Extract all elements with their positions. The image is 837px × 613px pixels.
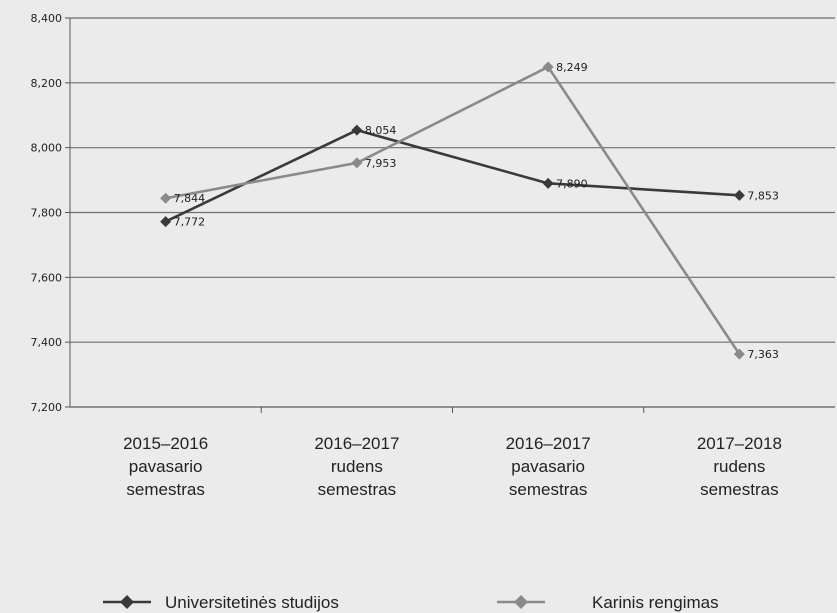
series-markers [160, 61, 745, 359]
x-category-label-line: semestras [126, 480, 204, 499]
legend-label: Karinis rengimas [592, 593, 719, 612]
series-line [166, 67, 740, 354]
data-label: 8,054 [365, 124, 397, 137]
legend-marker-diamond-icon [120, 595, 134, 609]
data-labels: 7,772 8,054 7,890 7,853 7,844 7,953 8,249 7,363 [174, 61, 779, 361]
data-label: 7,890 [556, 177, 588, 190]
series-lines [166, 67, 740, 354]
data-point [160, 216, 171, 227]
data-point [543, 178, 554, 189]
x-category-label-line: rudens [331, 457, 383, 476]
y-tick-label: 8,200 [31, 77, 63, 90]
data-label: 7,772 [174, 216, 206, 229]
series-line [166, 130, 740, 221]
x-category-label-line: 2016–2017 [506, 434, 591, 453]
x-category-label-line: 2016–2017 [314, 434, 399, 453]
y-tick-label: 8,400 [31, 12, 63, 25]
x-category-label-line: pavasario [129, 457, 203, 476]
x-category-label-line: rudens [713, 457, 765, 476]
y-tick-label: 7,400 [31, 336, 63, 349]
data-point [351, 157, 362, 168]
x-category-label-line: semestras [318, 480, 396, 499]
data-point [351, 125, 362, 136]
legend-marker-diamond-icon [514, 595, 528, 609]
data-label: 7,953 [365, 157, 397, 170]
data-point [160, 193, 171, 204]
y-tick-label: 7,600 [31, 271, 63, 284]
x-category-label: 2017–2018 rudens semestras [697, 434, 782, 499]
legend-label: Universitetinės studijos [165, 593, 339, 612]
y-tick-label: 7,200 [31, 401, 63, 414]
x-category-label-line: semestras [509, 480, 587, 499]
data-label: 8,249 [556, 61, 588, 74]
x-category-label-line: pavasario [511, 457, 585, 476]
y-tick-label: 7,800 [31, 207, 63, 220]
data-point [734, 190, 745, 201]
x-category-label-line: 2017–2018 [697, 434, 782, 453]
legend: Universitetinės studijos Karinis rengimas [103, 593, 719, 612]
category-labels: 2015–2016 pavasario semestras 2016–2017 rude… [123, 434, 782, 499]
x-category-label-line: semestras [700, 480, 778, 499]
x-category-label: 2016–2017 rudens semestras [314, 434, 399, 499]
data-label: 7,853 [747, 189, 779, 202]
data-label: 7,844 [174, 192, 206, 205]
x-category-label: 2016–2017 pavasario semestras [506, 434, 591, 499]
data-label: 7,363 [747, 348, 779, 361]
x-category-label: 2015–2016 pavasario semestras [123, 434, 208, 499]
y-tick-label: 8,000 [31, 142, 63, 155]
x-category-label-line: 2015–2016 [123, 434, 208, 453]
